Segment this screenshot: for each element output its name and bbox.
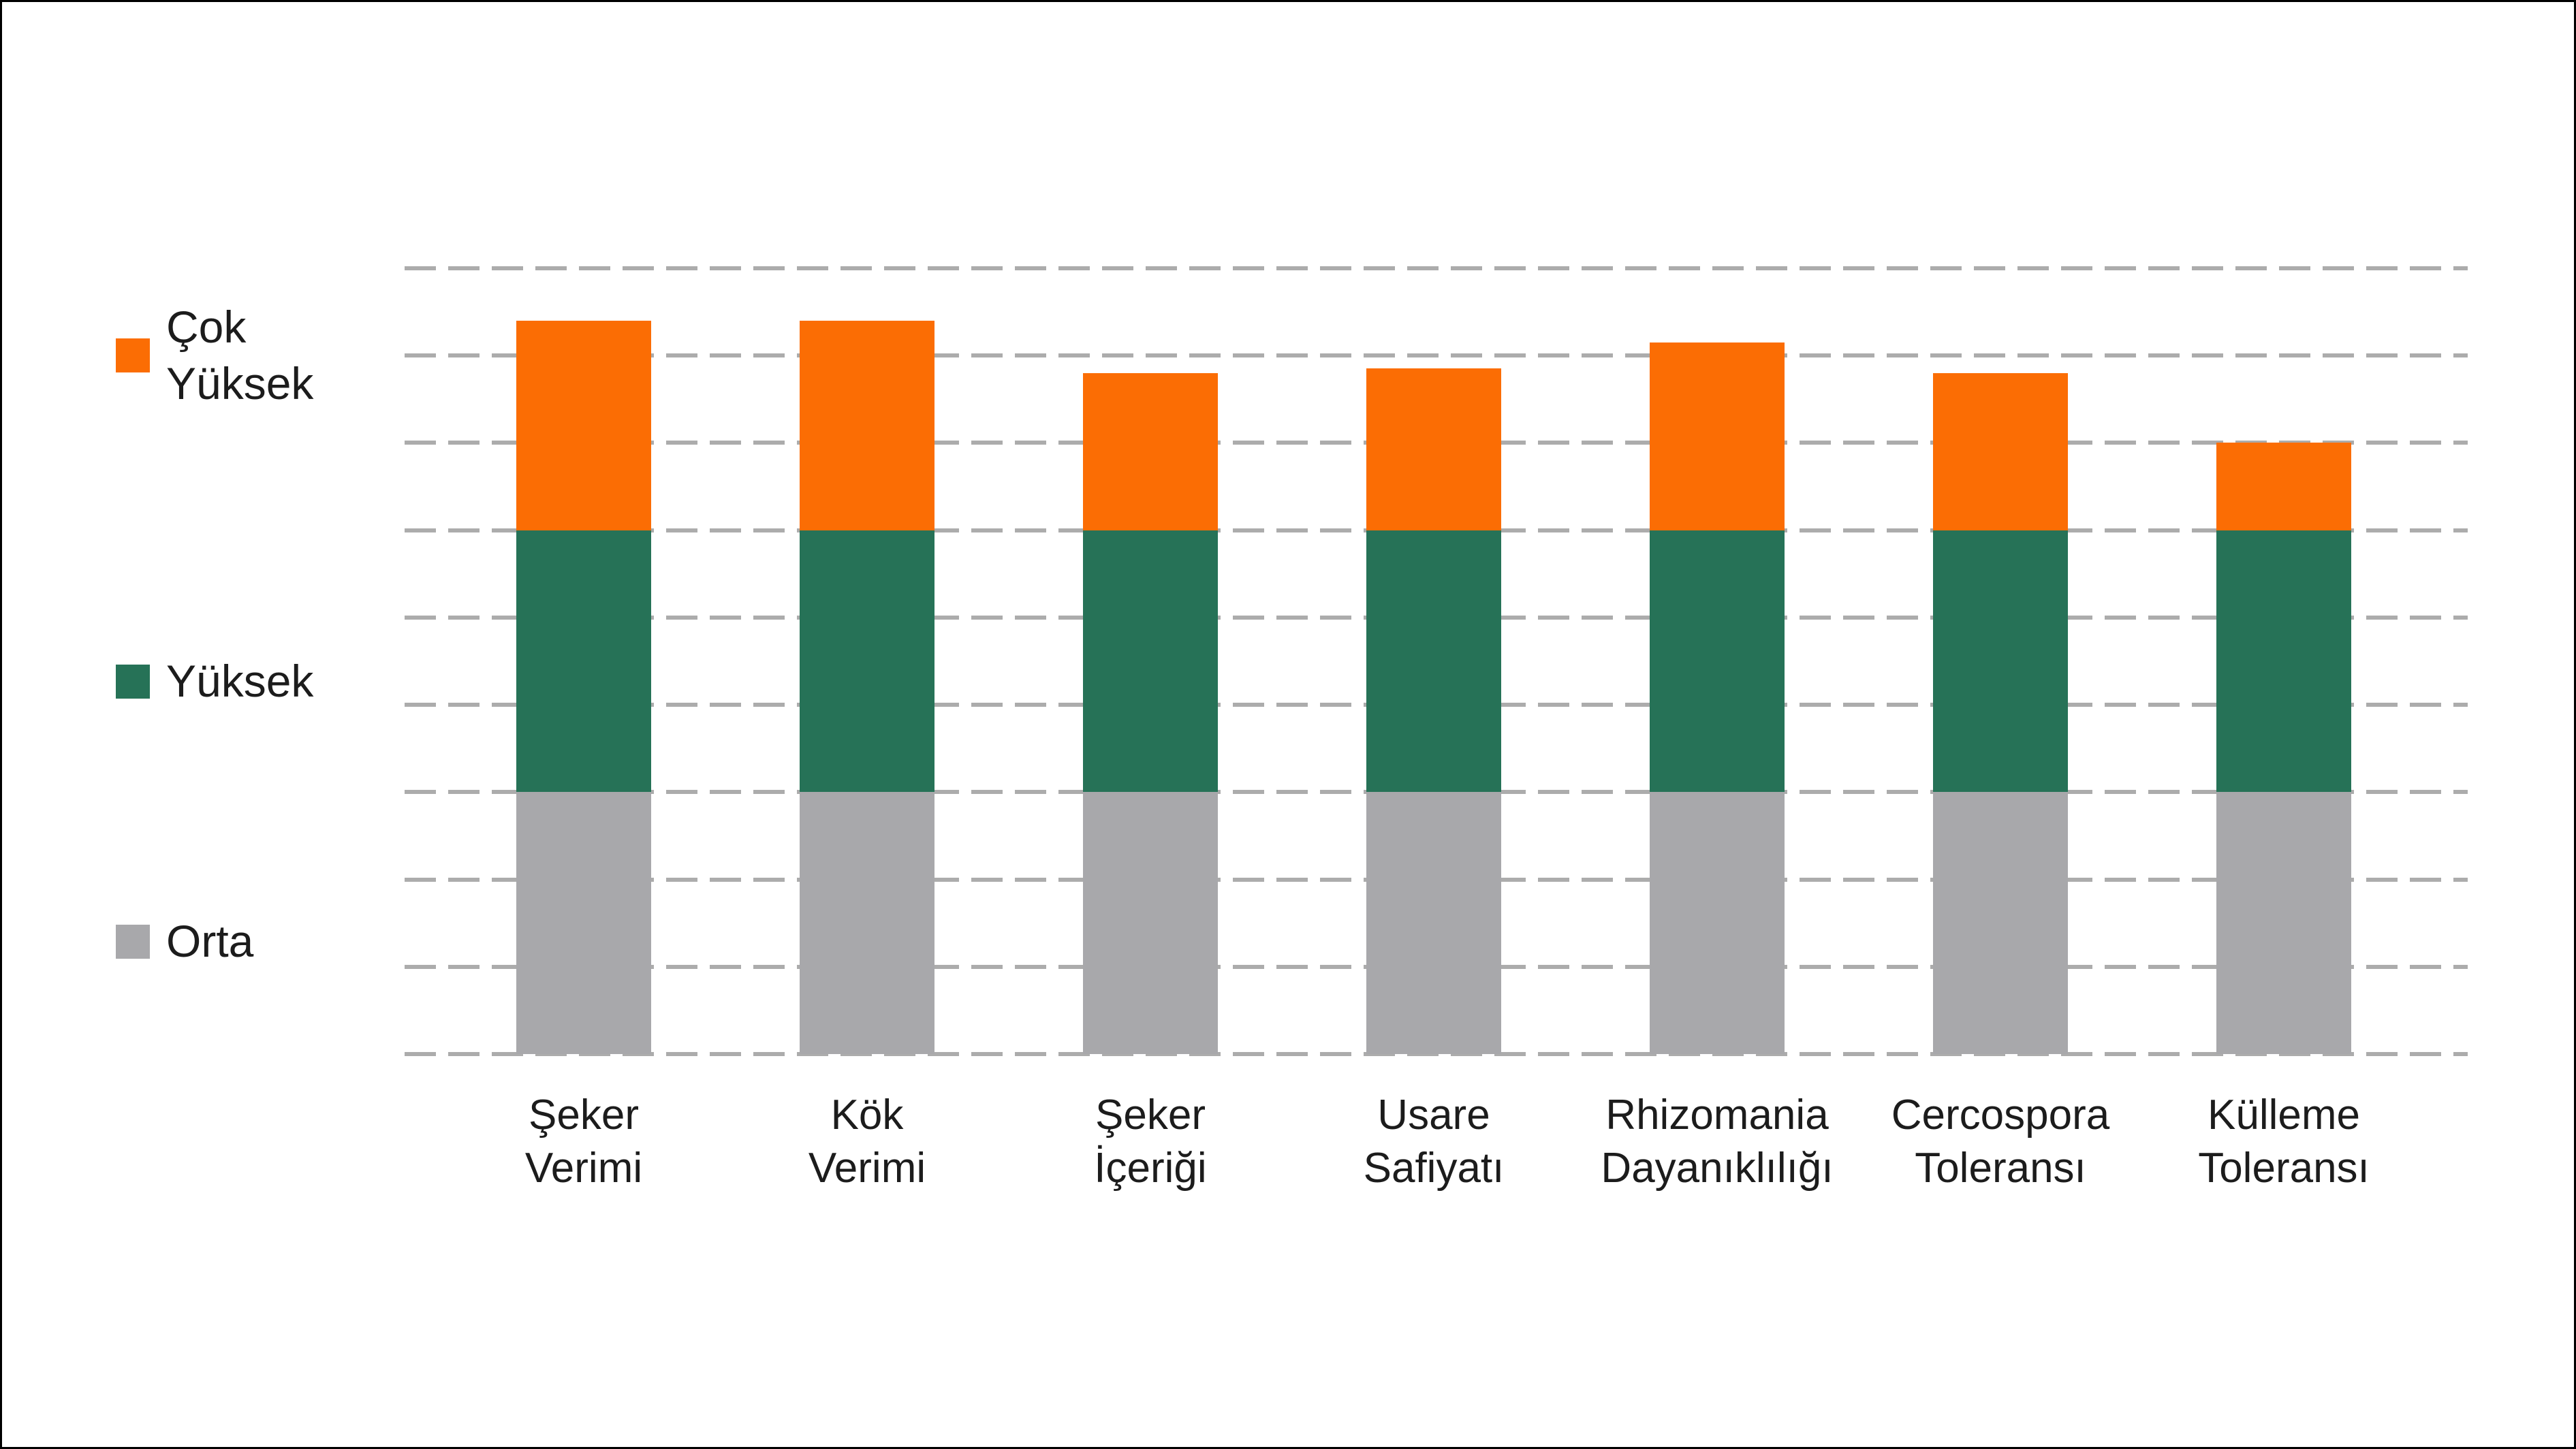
- bar-segment-orta: [800, 792, 934, 1054]
- bar-segment-y-ksek: [1366, 530, 1501, 793]
- bar-segment-orta: [1366, 792, 1501, 1054]
- bar-segment-y-ksek: [800, 530, 934, 793]
- bar-segment-orta: [2216, 792, 2351, 1054]
- legend-item: Yüksek: [116, 653, 313, 710]
- gridline: [405, 1052, 2468, 1056]
- bar-segment--ok-y-ksek: [1083, 372, 1218, 530]
- legend-item: Çok Yüksek: [116, 299, 313, 412]
- bar-segment-orta: [516, 792, 651, 1054]
- bar-segment-y-ksek: [2216, 530, 2351, 793]
- bar-segment--ok-y-ksek: [516, 320, 651, 530]
- category-label: Şeker Verimi: [524, 1092, 643, 1192]
- bar-segment--ok-y-ksek: [1933, 372, 2068, 530]
- bar-group: [2216, 443, 2351, 1054]
- bar-segment-orta: [1650, 792, 1785, 1054]
- category-label: Cercospora Toleransı: [1891, 1092, 2110, 1192]
- gridline: [405, 353, 2468, 358]
- legend-item: Orta: [116, 913, 253, 970]
- bar-segment-y-ksek: [516, 530, 651, 793]
- category-label: Kök Verimi: [808, 1092, 926, 1192]
- bar-segment-y-ksek: [1650, 530, 1785, 793]
- bar-group: [1366, 368, 1501, 1054]
- category-label: Usare Safiyatı: [1363, 1092, 1505, 1192]
- gridline: [405, 266, 2468, 270]
- bar-segment-y-ksek: [1083, 530, 1218, 793]
- bar-segment-y-ksek: [1933, 530, 2068, 793]
- bar-segment-orta: [1083, 792, 1218, 1054]
- bar-segment--ok-y-ksek: [1366, 368, 1501, 530]
- bar-group: [1933, 372, 2068, 1054]
- bar-segment-orta: [1933, 792, 2068, 1054]
- bar-group: [800, 320, 934, 1054]
- legend-label: Orta: [166, 916, 254, 966]
- legend-swatch-icon: [116, 338, 150, 372]
- category-label: Şeker İçeriği: [1094, 1092, 1207, 1192]
- category-label: Külleme Toleransı: [2198, 1092, 2370, 1192]
- bar-segment--ok-y-ksek: [800, 320, 934, 530]
- legend: Çok Yüksek Yüksek Orta: [116, 2, 456, 1447]
- legend-label: Yüksek: [166, 656, 314, 706]
- legend-label: Çok Yüksek: [166, 302, 314, 409]
- category-label: Rhizomania Dayanıklılığı: [1601, 1092, 1834, 1192]
- bar-group: [1083, 372, 1218, 1054]
- bar-group: [516, 320, 651, 1054]
- bar-segment--ok-y-ksek: [2216, 443, 2351, 530]
- bar-segment--ok-y-ksek: [1650, 342, 1785, 530]
- legend-swatch-icon: [116, 664, 150, 699]
- bar-group: [1650, 342, 1785, 1054]
- legend-swatch-icon: [116, 924, 150, 959]
